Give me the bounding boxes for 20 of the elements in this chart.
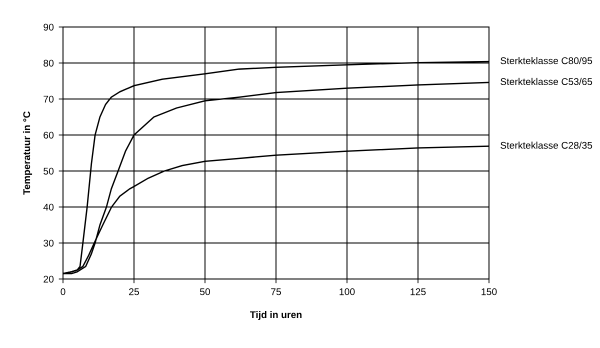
y-tick-label: 90 (44, 24, 54, 31)
y-tick-label: 50 (44, 168, 54, 175)
x-tick-label: 125 (410, 288, 426, 296)
x-tick-label: 50 (200, 288, 210, 296)
y-tick-label: 80 (44, 60, 54, 67)
series-label: Sterkteklasse C53/65 (500, 78, 592, 86)
y-tick-label: 70 (44, 96, 54, 103)
x-tick-label: 100 (340, 288, 355, 296)
x-tick-label: 25 (129, 288, 139, 296)
series-label: Sterkteklasse C80/95 (500, 57, 592, 64)
x-tick-label: 0 (60, 288, 66, 296)
y-tick-label: 30 (44, 240, 54, 247)
x-axis-title: Tijd in uren (250, 310, 302, 320)
y-tick-label: 20 (44, 276, 54, 283)
x-tick-label: 75 (271, 288, 281, 296)
x-tick-label: 150 (482, 288, 497, 296)
series-label: Sterkteklasse C28/35 (500, 142, 592, 149)
y-tick-label: 60 (44, 132, 54, 139)
y-axis-title: Temperatuur in °C (22, 111, 32, 195)
y-tick-label: 40 (43, 204, 54, 211)
